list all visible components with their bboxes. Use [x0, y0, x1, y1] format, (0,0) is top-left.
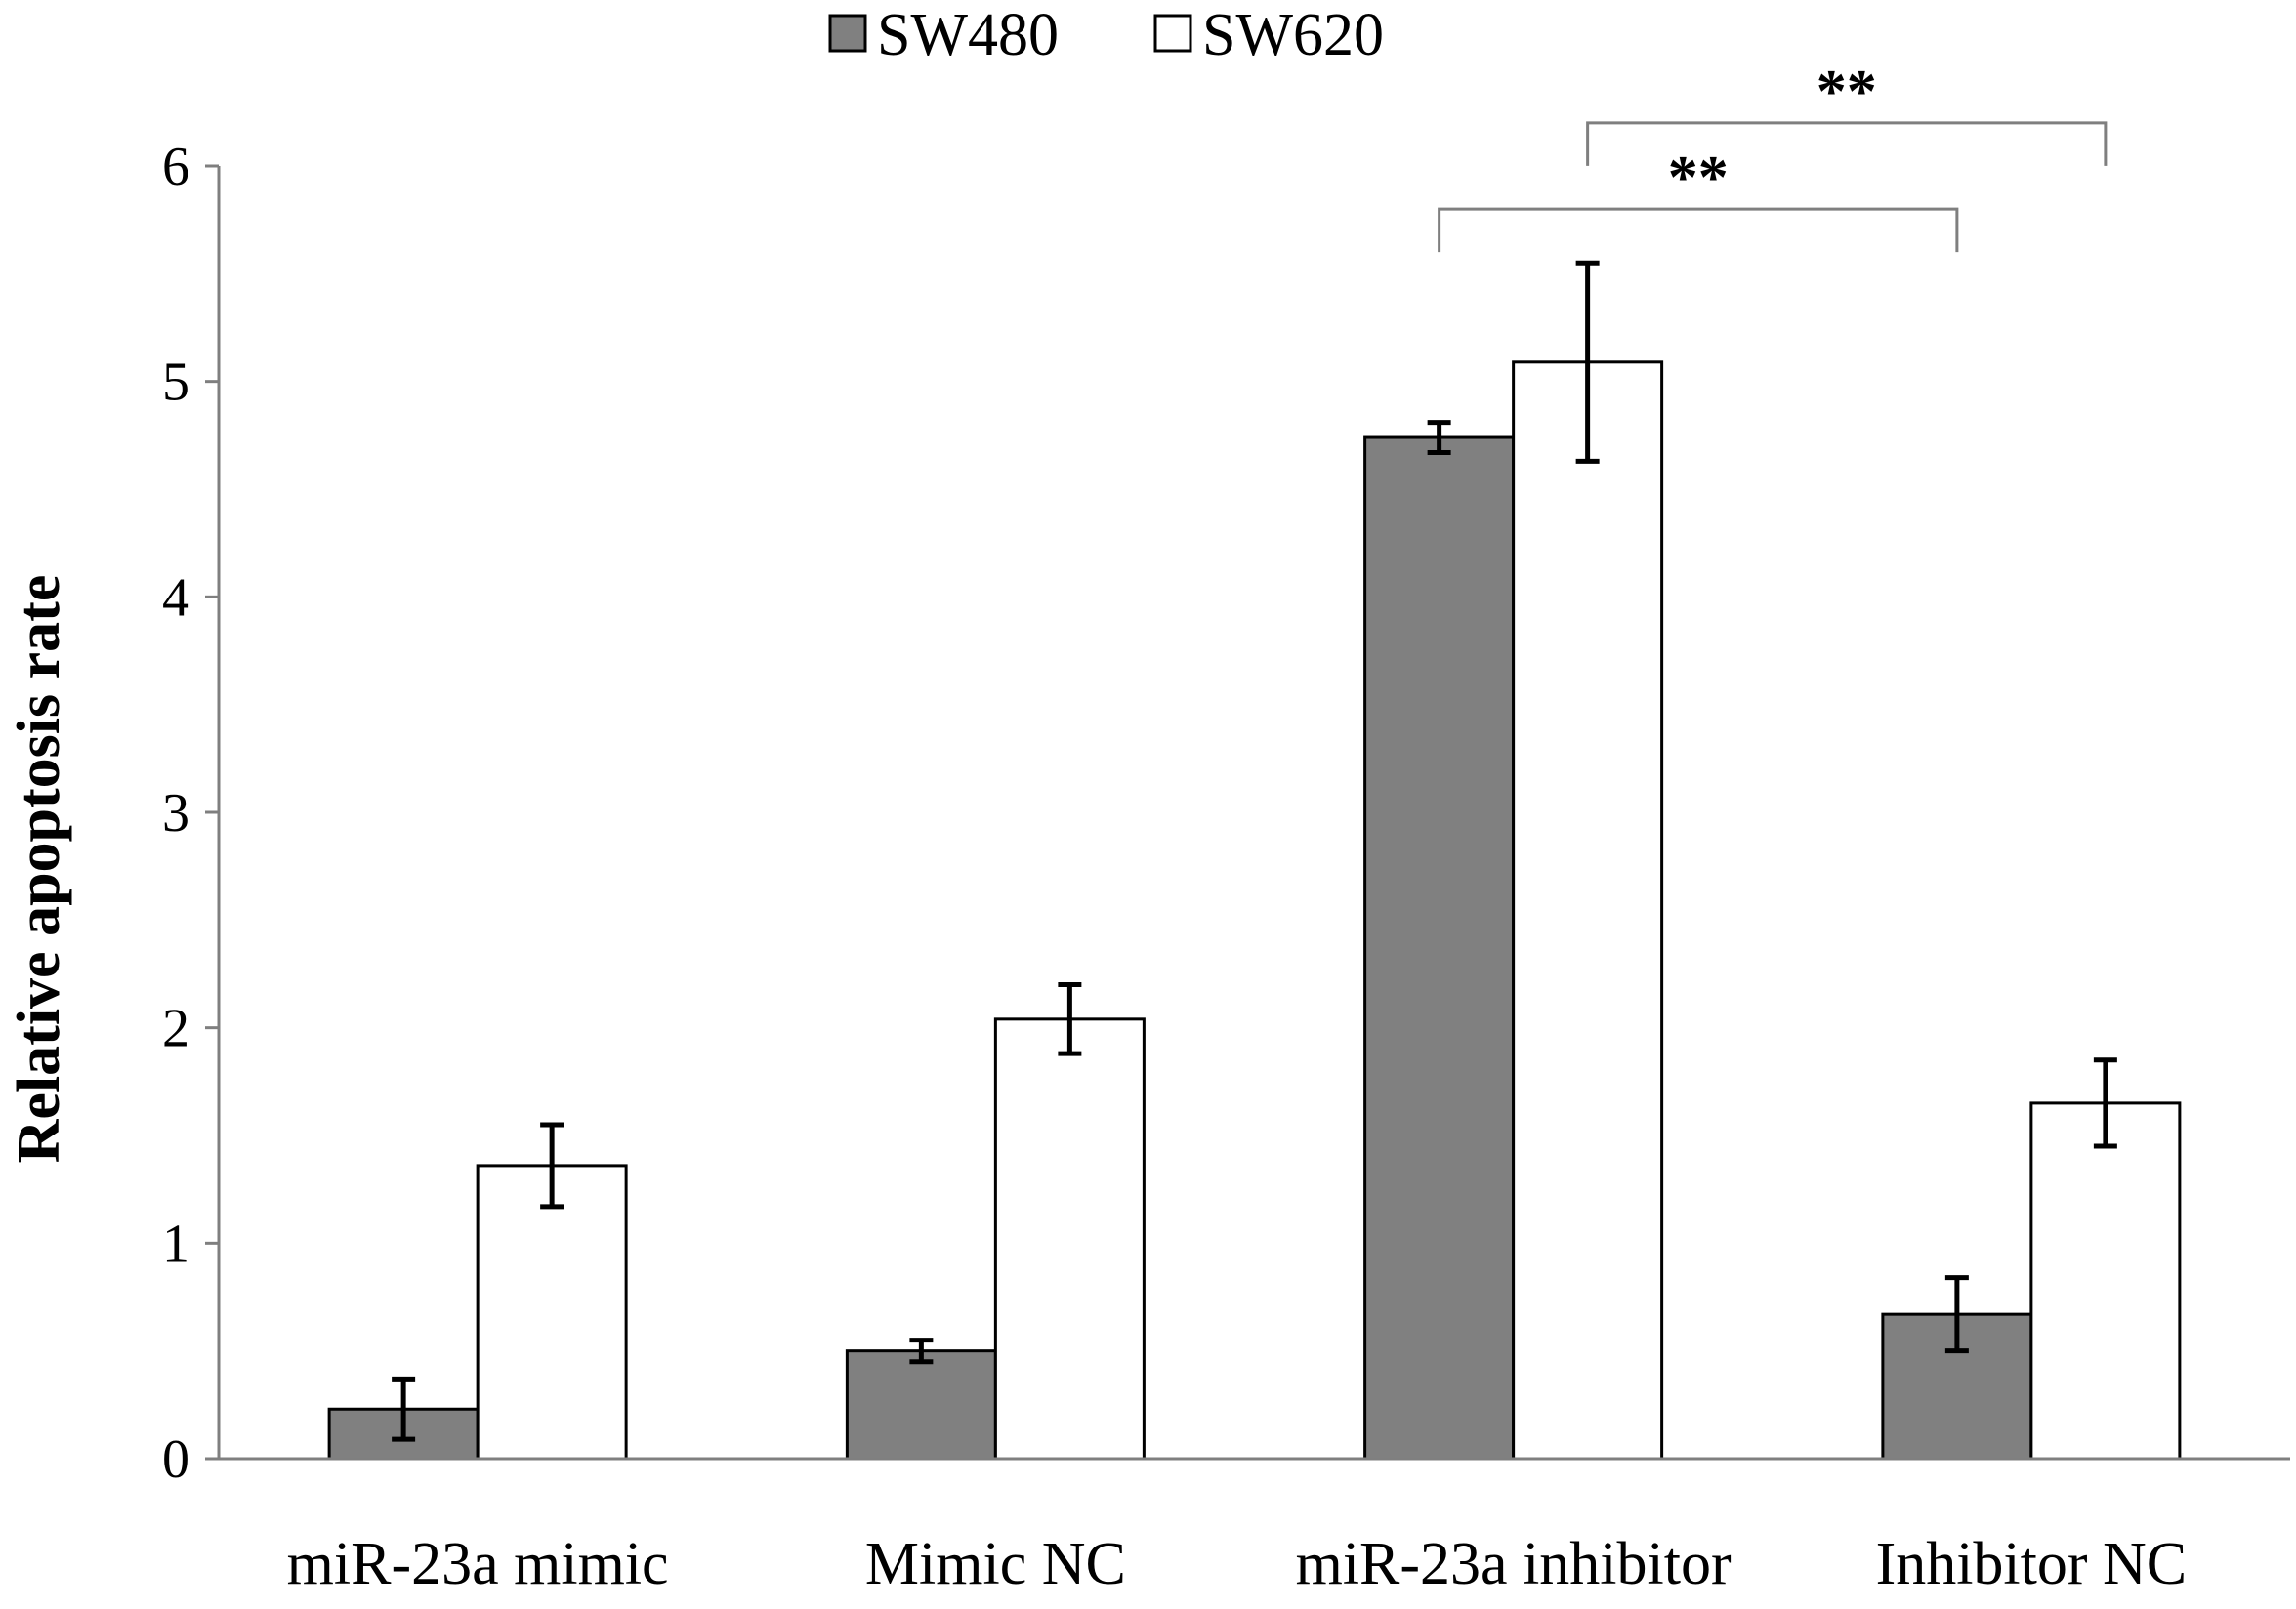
bars: [327, 360, 2182, 1461]
bar: [2029, 1101, 2182, 1461]
bar: [476, 1164, 628, 1461]
legend-label: SW480: [877, 2, 1059, 68]
y-tick-label: 2: [162, 999, 189, 1059]
y-tick-label: 0: [162, 1429, 189, 1490]
significance-bracket: [1586, 121, 2108, 166]
bar: [1512, 360, 1664, 1461]
bar: [845, 1349, 997, 1461]
y-axis-title: Relative apoptosis rate: [6, 575, 72, 1164]
significance-bracket: [1438, 207, 1959, 253]
x-category-label: miR-23a inhibitor: [1296, 1531, 1732, 1597]
x-category-label: Inhibitor NC: [1876, 1531, 2188, 1597]
bar: [1363, 435, 1516, 1461]
x-category-label: miR-23a mimic: [287, 1531, 669, 1597]
y-tick-label: 4: [162, 567, 189, 628]
axes: 0 1 2 3 4 5 6 miR-23a mimic Mimic NC miR-23a inhi…: [162, 137, 2290, 1597]
x-category-label: Mimic NC: [865, 1531, 1126, 1597]
significance-annotations: ** **: [1438, 59, 2108, 253]
significance-label: **: [1668, 144, 1729, 211]
error-bars: [392, 260, 2117, 1442]
legend-label: SW620: [1202, 2, 1384, 68]
bar: [993, 1017, 1146, 1461]
legend-swatch: [828, 14, 867, 53]
legend-swatch: [1153, 14, 1192, 53]
legend: SW480 SW620: [828, 2, 1384, 68]
y-tick-label: 6: [162, 137, 189, 197]
significance-label: **: [1816, 59, 1877, 125]
y-tick-label: 1: [162, 1214, 189, 1274]
y-tick-label: 3: [162, 783, 189, 844]
y-tick-label: 5: [162, 352, 189, 413]
